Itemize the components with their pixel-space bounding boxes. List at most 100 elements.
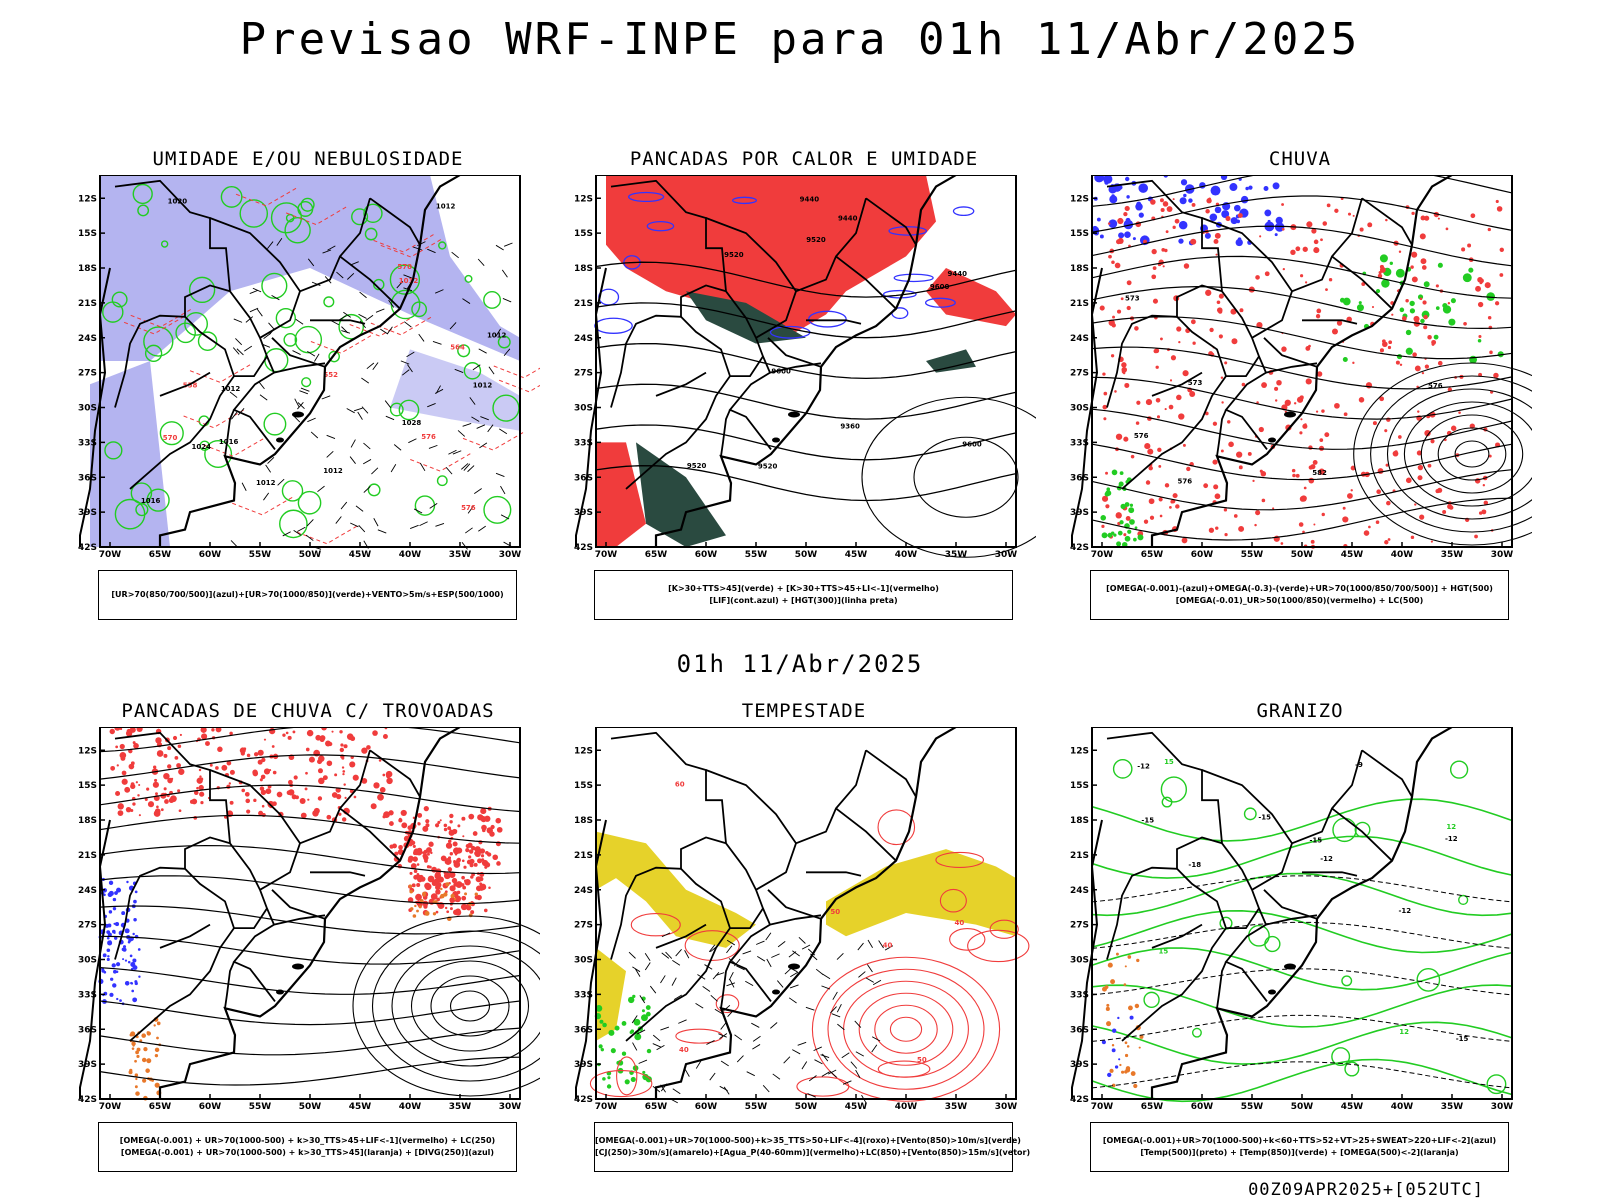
thunderstorm-red-cell (121, 770, 127, 776)
thunderstorm-ocean-cell (434, 872, 442, 879)
political-border (720, 961, 731, 1009)
wind-vector (419, 462, 426, 472)
thunderstorm-red-cell (334, 773, 338, 777)
wind-vector (386, 326, 393, 335)
lon-label: 30W (1491, 1102, 1514, 1112)
thickness-label: 576 (421, 433, 436, 441)
omega-red-cell (1300, 418, 1303, 421)
lat-label: 18S (1070, 264, 1089, 274)
political-border (209, 769, 301, 844)
lon-label: 55W (1241, 550, 1264, 560)
omega-red-cell (1215, 253, 1218, 256)
omega-green-andes (1133, 537, 1137, 542)
omega-red-cell (1123, 533, 1127, 537)
lon-label: 70W (1091, 550, 1114, 560)
omega-red-cell (1154, 348, 1160, 354)
humidity-low-levels-contour (297, 201, 314, 217)
humidity-low-levels-contour (175, 322, 196, 344)
thunderstorm-orange-andes (134, 1059, 137, 1063)
humidity-low-levels-contour (338, 313, 364, 340)
omega-red-cell (1467, 243, 1472, 248)
omega-blue-cell (1099, 234, 1104, 239)
wind-850-vector (644, 962, 651, 971)
wind-850-vector (871, 1036, 881, 1042)
wind-vector (244, 345, 253, 352)
height-label: 9600 (930, 283, 950, 291)
wind-vector (419, 521, 428, 527)
omega-green-cell (1399, 307, 1405, 313)
thunderstorm-ocean-cell (423, 855, 429, 861)
wind-850-vector (792, 1049, 801, 1055)
lon-label: 30W (499, 550, 522, 560)
divergence-blue-cell (106, 957, 110, 962)
thunderstorm-orange-cell (408, 884, 412, 888)
wind-vector (358, 525, 366, 533)
thunderstorm-red-cell (462, 835, 465, 838)
lat-label: 42S (574, 543, 593, 553)
lat-label: 18S (78, 264, 97, 274)
lat-label: 36S (78, 473, 97, 483)
thunderstorm-red-cell (496, 861, 501, 866)
thunderstorm-red-cell (243, 747, 247, 751)
thickness-label: 570 (397, 263, 412, 271)
humidity-andes-area (90, 361, 170, 547)
omega-blue-cell (1178, 238, 1184, 244)
lat-label: 42S (1070, 1095, 1089, 1105)
thunderstorm-red-cell (307, 798, 310, 801)
wind-850-vector (695, 1060, 702, 1069)
omega-red-cell (1260, 471, 1267, 477)
wind-vector (403, 274, 413, 279)
wind-850-green (624, 1079, 630, 1085)
thunderstorm-red-cell (167, 746, 172, 751)
height-label: 576 (1177, 477, 1192, 485)
wind-850-vector (822, 973, 831, 980)
divergence-blue-cell (114, 936, 118, 940)
humidity-low-levels-contour (367, 483, 381, 497)
streamline-250 (99, 1056, 521, 1086)
wind-850-vector (661, 952, 670, 959)
temp-850-contour (1458, 894, 1469, 906)
political-border (680, 316, 764, 378)
height-300-contour (595, 465, 1017, 502)
omega-red-cell (1308, 465, 1313, 470)
thickness-label: 576 (461, 504, 476, 512)
omega-red-cell (1101, 495, 1109, 502)
omega-red-cell (1115, 512, 1122, 519)
wind-vector (477, 258, 485, 266)
streamline-ring (410, 960, 530, 1052)
wind-850-green (602, 1022, 607, 1028)
omega-red-cell (1121, 362, 1127, 368)
temp-850-contour (1416, 968, 1441, 992)
omega-blue-cell (1188, 198, 1193, 203)
thickness-contour (310, 335, 372, 354)
omega-red-cell (1421, 265, 1427, 270)
thunderstorm-red-cell (472, 831, 478, 836)
thunderstorm-ocean-cell (443, 872, 451, 880)
thunderstorm-red-cell (382, 773, 386, 777)
lat-label: 27S (78, 369, 97, 379)
thunderstorm-red-cell (138, 783, 141, 787)
wind-850-vector (836, 952, 844, 960)
omega-red-cell (1101, 524, 1105, 528)
omega-green-cell (1381, 279, 1390, 288)
lat-label: 15S (78, 781, 97, 791)
divergence-blue-cell (115, 922, 120, 927)
lon-label: 70W (1091, 1102, 1114, 1112)
lat-label: 39S (574, 1060, 593, 1070)
thunderstorm-red-cell (398, 844, 403, 850)
wind-vector (229, 391, 238, 398)
thunderstorm-ocean-cell (461, 875, 465, 880)
thunderstorm-ocean-cell (427, 875, 435, 883)
lat-label: 30S (78, 404, 97, 414)
thunderstorm-red-cell (485, 850, 489, 855)
wind-850-vector (772, 1073, 781, 1080)
wind-vector (371, 467, 379, 475)
thunderstorm-ocean-cell (449, 907, 453, 911)
map-umidade: 1012101210121012101210161016102010241028… (78, 175, 540, 560)
temp-850-label: 12 (1446, 823, 1456, 831)
omega-red-cell (1178, 341, 1181, 344)
omega-red-cell (1378, 271, 1382, 275)
lon-label: 35W (1441, 1102, 1464, 1112)
wind-850-vector (797, 1041, 807, 1046)
thunderstorm-red-cell (271, 745, 275, 748)
